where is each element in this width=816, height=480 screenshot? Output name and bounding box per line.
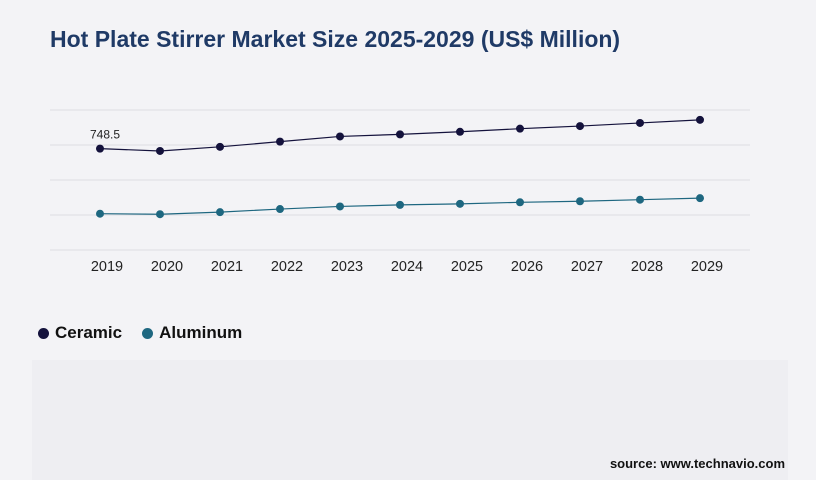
x-tick-label: 2028 (631, 259, 663, 275)
data-point-aluminum[interactable] (336, 202, 344, 211)
legend-item-aluminum[interactable]: Aluminum (142, 323, 242, 343)
legend: Ceramic Aluminum (38, 323, 242, 343)
data-point-ceramic[interactable] (336, 132, 344, 141)
data-point-ceramic[interactable] (636, 118, 644, 127)
x-tick-label: 2020 (151, 259, 183, 275)
data-point-ceramic[interactable] (456, 127, 464, 136)
x-tick-label: 2029 (691, 259, 723, 275)
grid-lines (50, 109, 750, 251)
x-tick-label: 2022 (271, 259, 303, 275)
legend-label-ceramic: Ceramic (55, 323, 123, 342)
data-point-aluminum[interactable] (156, 210, 164, 219)
x-tick-label: 2026 (511, 259, 543, 275)
data-point-ceramic[interactable] (396, 130, 404, 139)
data-point-ceramic[interactable] (516, 124, 524, 133)
x-tick-label: 2024 (391, 259, 423, 275)
data-point-aluminum[interactable] (516, 198, 524, 207)
x-tick-label: 2027 (571, 259, 603, 275)
bottom-panel (32, 360, 788, 480)
data-label: 748.5 (90, 128, 120, 142)
legend-marker-ceramic (38, 327, 49, 339)
x-tick-label: 2019 (91, 259, 123, 275)
data-point-ceramic[interactable] (96, 144, 104, 153)
legend-label-aluminum: Aluminum (159, 323, 243, 342)
data-point-aluminum[interactable] (216, 208, 224, 217)
chart-title: Hot Plate Stirrer Market Size 2025-2029 … (50, 26, 621, 52)
series-points (96, 115, 704, 219)
data-point-ceramic[interactable] (576, 122, 584, 131)
data-point-ceramic[interactable] (696, 115, 704, 124)
x-tick-label: 2021 (211, 259, 243, 275)
data-point-aluminum[interactable] (576, 197, 584, 206)
data-point-aluminum[interactable] (276, 205, 284, 214)
source-credit: source: www.technavio.com (609, 456, 785, 471)
data-point-aluminum[interactable] (636, 195, 644, 204)
x-axis-ticks: 2019 2020 2021 2022 2023 2024 2025 2026 2027 2028… (91, 259, 723, 275)
data-point-ceramic[interactable] (216, 142, 224, 151)
legend-item-ceramic[interactable]: Ceramic (38, 323, 122, 343)
legend-marker-aluminum (142, 327, 154, 339)
data-point-aluminum[interactable] (696, 194, 704, 203)
data-point-ceramic[interactable] (276, 137, 284, 146)
data-labels: 748.5 (90, 128, 120, 142)
x-tick-label: 2025 (451, 259, 483, 275)
x-tick-label: 2023 (331, 259, 363, 275)
data-point-aluminum[interactable] (96, 209, 104, 218)
data-point-aluminum[interactable] (456, 199, 464, 208)
data-point-ceramic[interactable] (156, 146, 164, 155)
data-point-aluminum[interactable] (396, 200, 404, 209)
